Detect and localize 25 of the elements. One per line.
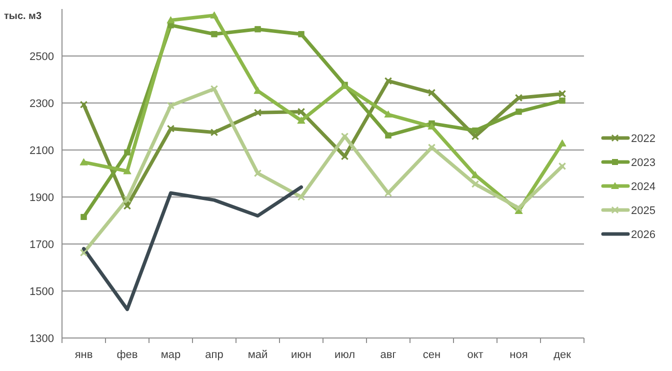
y-axis-title: тыс. м3 xyxy=(4,11,42,22)
x-tick-label: ноя xyxy=(510,349,528,361)
y-tick-label: 1700 xyxy=(30,238,54,251)
x-tick-label: апр xyxy=(205,349,224,361)
x-tick-label: дек xyxy=(554,349,572,361)
x-tick-label: янв xyxy=(74,349,93,361)
legend-label: 2024 xyxy=(631,180,656,193)
x-tick-label: фев xyxy=(116,349,138,361)
y-tick-label: 1300 xyxy=(30,332,54,345)
y-tick-label: 2300 xyxy=(30,98,54,110)
legend-label: 2026 xyxy=(631,228,656,241)
x-tick-label: июн xyxy=(291,349,312,361)
x-tick-label: сен xyxy=(422,349,441,361)
x-tick-label: июл xyxy=(334,349,356,361)
x-tick-label: окт xyxy=(467,349,484,361)
x-tick-label: авг xyxy=(380,349,396,361)
legend-label: 2022 xyxy=(631,132,656,145)
y-tick-label: 1900 xyxy=(30,192,54,204)
y-tick-label: 2100 xyxy=(30,144,54,157)
x-tick-label: мар xyxy=(160,349,181,361)
y-tick-label: 1500 xyxy=(30,286,54,298)
x-tick-label: май xyxy=(248,349,268,361)
legend-label: 2023 xyxy=(631,156,656,169)
legend-label: 2025 xyxy=(631,204,656,217)
y-tick-label: 2500 xyxy=(30,50,54,63)
